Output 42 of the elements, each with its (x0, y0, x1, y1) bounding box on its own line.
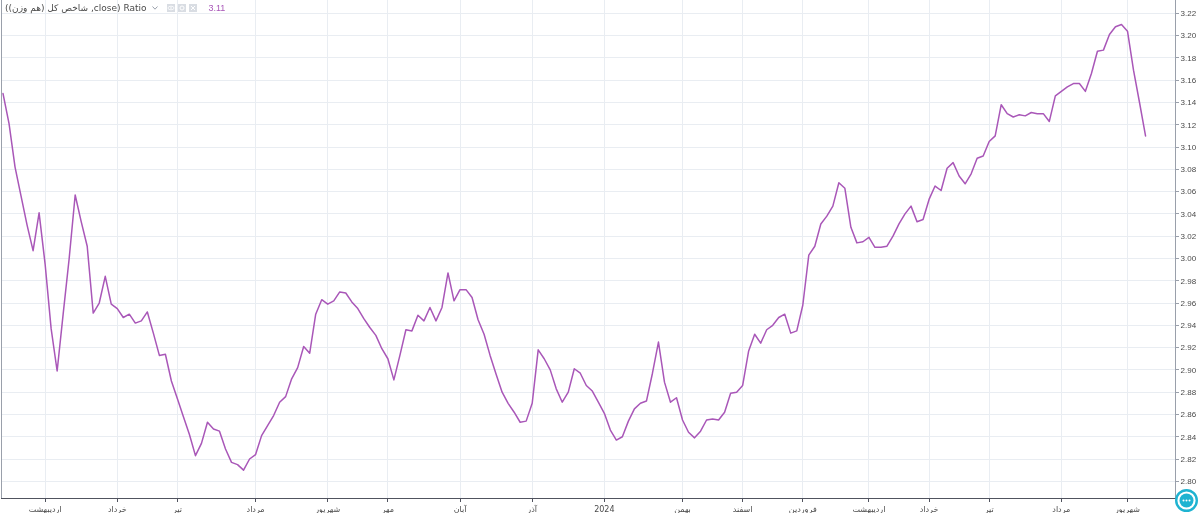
x-tick-label: فروردین (788, 504, 817, 513)
chart-title: Ratio (close, شاخص کل (هم وزن)) (5, 2, 147, 14)
x-tick-label: اردیبهشت (852, 504, 886, 513)
y-tick-label: 3.20 (1180, 31, 1197, 41)
y-tick-label: 2.96 (1180, 298, 1197, 308)
x-tick-label: مرداد (1052, 504, 1071, 513)
x-tick-label: مهر (380, 504, 395, 513)
y-tick-label: 3.04 (1180, 209, 1197, 219)
x-tick-label: 2024 (594, 504, 615, 513)
x-tick-label: اسفند (732, 504, 753, 513)
annotation: 3.11 (208, 2, 226, 14)
x-tick-label: تیر (171, 504, 182, 513)
x-tick-label: بهمن (674, 504, 691, 513)
x-tick-label: آذر (526, 503, 538, 513)
y-tick-label: 3.14 (1180, 98, 1197, 108)
y-tick-label: 3.22 (1180, 9, 1197, 19)
y-tick-label: 2.94 (1180, 321, 1197, 331)
y-tick-label: 2.80 (1180, 477, 1197, 487)
y-tick-label: 2.86 (1180, 410, 1197, 420)
y-tick-label: 2.82 (1180, 454, 1197, 464)
y-tick-label: 3.12 (1180, 120, 1197, 130)
y-tick-label: 3.00 (1180, 254, 1197, 264)
y-tick-label: 3.10 (1180, 142, 1197, 152)
x-tick-label: خرداد (107, 504, 127, 513)
y-tick-label: 3.06 (1180, 187, 1197, 197)
line-series (2, 23, 1147, 471)
y-tick-label: 3.08 (1180, 165, 1197, 175)
x-tick-label: خرداد (919, 504, 939, 513)
x-tick-label: اردیبهشت (28, 504, 62, 513)
x-tick-label: مرداد (246, 504, 265, 513)
x-tick-label: تیر (983, 504, 994, 513)
y-tick-label: 2.92 (1180, 343, 1197, 353)
y-tick-label: 2.84 (1180, 432, 1197, 442)
x-tick-label: شهریور (314, 504, 341, 513)
y-tick-label: 3.02 (1180, 231, 1197, 241)
y-tick-label: 2.88 (1180, 387, 1197, 397)
x-tick-label: آبان (453, 503, 468, 513)
x-tick-label: شهریور (1113, 504, 1141, 513)
y-tick-label: 3.16 (1180, 76, 1197, 86)
y-tick-label: 2.90 (1180, 365, 1197, 375)
y-tick-label: 2.98 (1180, 276, 1197, 286)
y-tick-label: 3.18 (1180, 53, 1197, 63)
